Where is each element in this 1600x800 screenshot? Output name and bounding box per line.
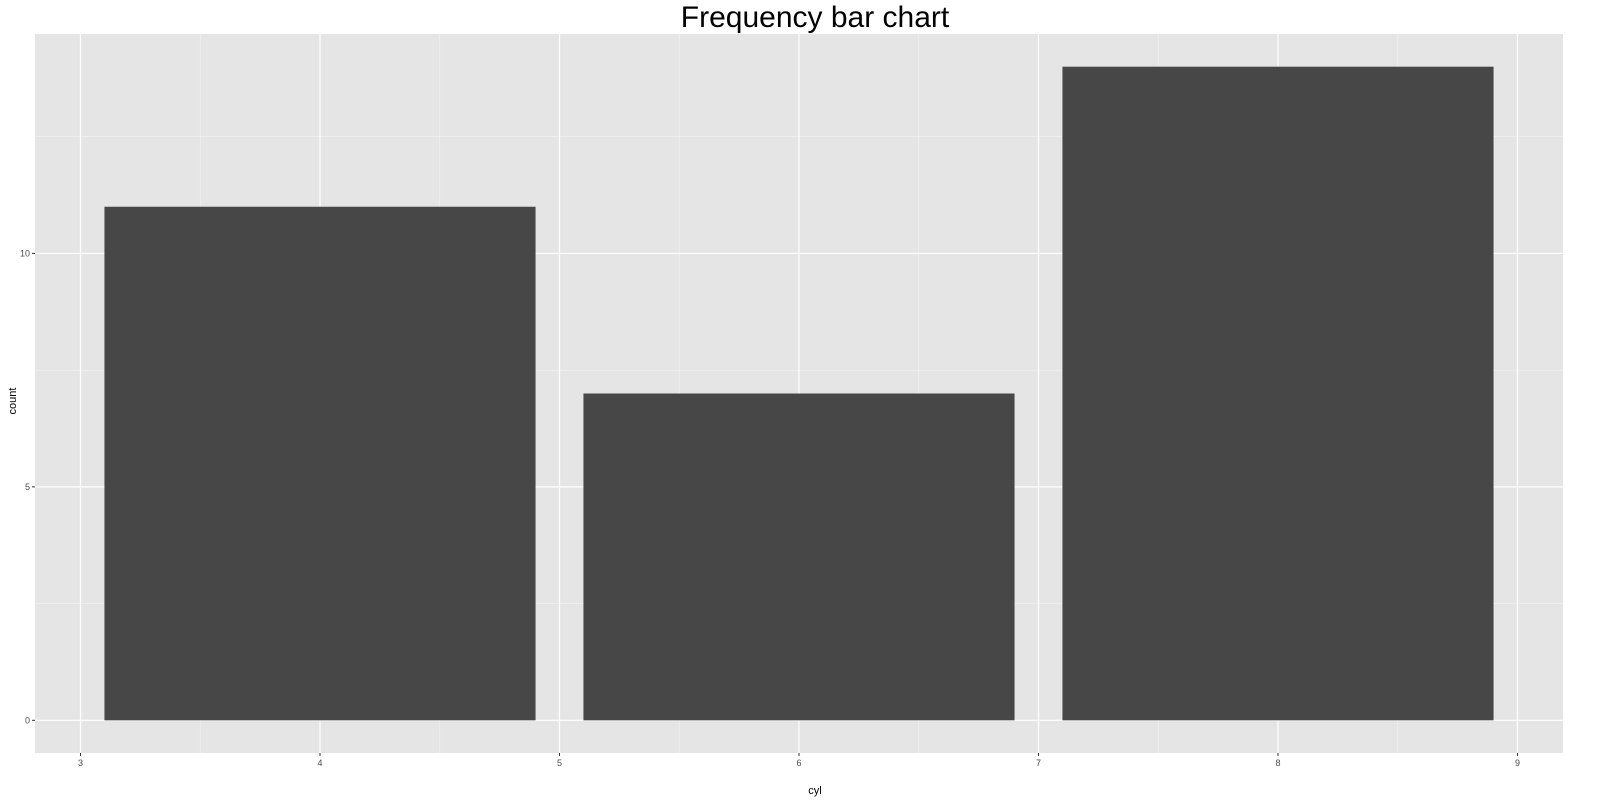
bar-cyl-4 [104,206,536,721]
x-tick-label: 6 [796,758,801,768]
x-tick-label: 7 [1036,758,1041,768]
axis-ticks [32,252,1518,756]
x-tick-label: 9 [1515,758,1520,768]
x-axis-label: cyl [808,785,821,797]
axis-tick-labels: 3 4 5 6 7 8 9 0 5 10 [20,248,1520,768]
x-tick-label: 3 [78,758,83,768]
y-tick-label: 10 [20,248,30,258]
chart-title: Frequency bar chart [681,1,950,34]
y-tick-label: 5 [25,482,30,492]
x-tick-label: 8 [1275,758,1280,768]
x-tick-label: 5 [557,758,562,768]
bars [104,66,1494,721]
bar-cyl-6 [583,393,1015,721]
x-tick-label: 4 [317,758,322,768]
y-axis-label: count [7,388,19,415]
bar-cyl-8 [1062,66,1494,721]
y-tick-label: 0 [25,715,30,725]
